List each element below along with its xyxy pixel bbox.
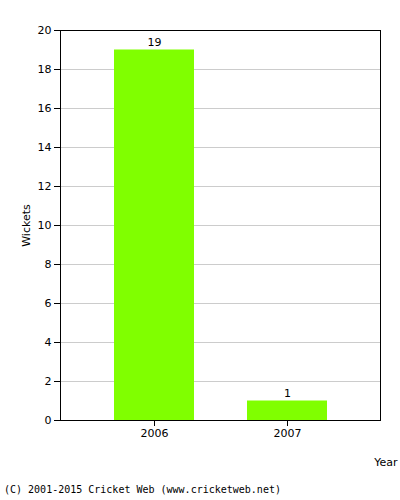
svg-text:Year: Year (373, 456, 398, 469)
svg-text:2: 2 (45, 375, 52, 388)
svg-text:10: 10 (38, 219, 52, 232)
svg-text:19: 19 (148, 36, 162, 49)
svg-text:12: 12 (38, 180, 52, 193)
svg-text:Wickets: Wickets (20, 204, 33, 247)
svg-text:16: 16 (38, 102, 52, 115)
svg-text:4: 4 (45, 336, 52, 349)
svg-text:18: 18 (38, 63, 52, 76)
svg-text:6: 6 (45, 297, 52, 310)
svg-text:2006: 2006 (141, 427, 169, 440)
svg-text:20: 20 (38, 24, 52, 37)
html-text:(C) 2001-2015 Cricket Web (www: (C) 2001-2015 Cricket Web (www.cricketwe… (4, 484, 281, 495)
svg-text:0: 0 (45, 414, 52, 427)
svg-text:8: 8 (45, 258, 52, 271)
svg-text:1: 1 (284, 387, 291, 400)
svg-text:14: 14 (38, 141, 52, 154)
svg-text:2007: 2007 (274, 427, 302, 440)
